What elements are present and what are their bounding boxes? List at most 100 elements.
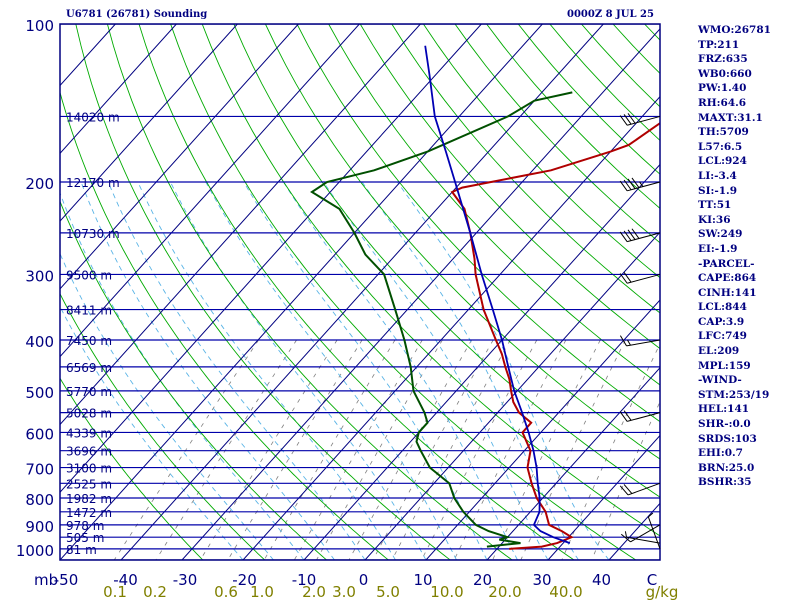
mixing-ratio-line bbox=[348, 339, 472, 560]
mixing-ratio-line bbox=[293, 339, 423, 560]
plot-area bbox=[0, 24, 660, 560]
isotherm bbox=[486, 367, 660, 560]
station-title: U6781 (26781) Sounding bbox=[66, 9, 208, 20]
moist-adiabat bbox=[397, 181, 610, 560]
moist-adiabat bbox=[60, 252, 274, 560]
temperature-tick-label: C bbox=[647, 571, 657, 589]
mixing-ratio-line bbox=[372, 339, 494, 560]
mixing-ratio-label: 0.1 bbox=[103, 583, 127, 600]
dry-adiabat bbox=[359, 24, 660, 350]
pressure-tick-label: 700 bbox=[25, 461, 54, 479]
wind-barb bbox=[620, 524, 661, 543]
isotherm bbox=[120, 24, 604, 560]
index-item: LCL:924 bbox=[698, 155, 747, 168]
index-item: FRZ:635 bbox=[698, 53, 748, 66]
height-label: 14020 m bbox=[66, 110, 120, 124]
mixing-ratio-label: 0.2 bbox=[143, 583, 167, 600]
dry-adiabat bbox=[60, 200, 327, 560]
mixing-ratio-label: 20.0 bbox=[488, 583, 521, 600]
dry-adiabat bbox=[454, 24, 660, 244]
index-item: EHI:0.7 bbox=[698, 447, 743, 460]
dry-adiabat bbox=[423, 24, 660, 279]
dry-adiabat bbox=[60, 377, 204, 560]
temperature-tick-label: -50 bbox=[54, 571, 79, 589]
temperature-tick-label: -10 bbox=[292, 571, 317, 589]
wind-barb-flag bbox=[631, 177, 640, 188]
height-label: 81 m bbox=[66, 543, 97, 557]
index-item: -WIND- bbox=[698, 374, 742, 387]
height-label: 3100 m bbox=[66, 462, 112, 476]
moist-adiabat bbox=[361, 181, 579, 560]
wind-barb-flag bbox=[648, 512, 654, 518]
wind-barb-staff bbox=[627, 412, 661, 422]
temperature-tick-label: -30 bbox=[173, 571, 198, 589]
index-item: SHR-:0.0 bbox=[698, 418, 751, 431]
mixing-ratio-line bbox=[453, 339, 567, 560]
temperature-tick-label: 40 bbox=[592, 571, 611, 589]
indices-panel: WMO:26781 TP:211 FRZ:635 WB0:660 PW:1.40 RH:6… bbox=[698, 23, 800, 490]
pressure-tick-label: 200 bbox=[25, 175, 54, 193]
isotherm bbox=[60, 24, 482, 493]
temperature-profile bbox=[450, 121, 660, 550]
mixing-ratio-line bbox=[316, 339, 443, 560]
height-label: 9500 m bbox=[66, 268, 112, 282]
height-label: 12170 m bbox=[66, 176, 120, 190]
isotherm bbox=[60, 24, 238, 222]
wind-barb bbox=[619, 228, 661, 243]
index-item: TP:211 bbox=[698, 38, 740, 51]
wind-barb-flag bbox=[620, 533, 631, 543]
index-item: CAP:3.9 bbox=[698, 315, 745, 328]
wind-barb-staff bbox=[627, 482, 661, 496]
index-item: EI:-1.9 bbox=[698, 242, 738, 255]
mixing-ratio-line bbox=[263, 339, 396, 560]
index-item: -PARCEL- bbox=[698, 257, 755, 270]
index-item: STM:253/19 bbox=[698, 388, 770, 401]
height-label: 7450 m bbox=[66, 334, 112, 348]
mixing-ratio-line bbox=[155, 339, 297, 560]
pressure-tick-label: 400 bbox=[25, 333, 54, 351]
wind-barb-flag bbox=[619, 335, 627, 347]
mixing-ratio-unit: g/kg bbox=[646, 583, 679, 600]
height-label: 978 m bbox=[66, 519, 104, 533]
wind-barb-flag bbox=[627, 339, 631, 346]
pressure-tick-label: 300 bbox=[25, 267, 54, 285]
temperature-tick-label: -20 bbox=[232, 571, 257, 589]
index-item: SW:249 bbox=[698, 228, 743, 241]
wind-barb-flag bbox=[623, 484, 633, 494]
temperature-tick-label: 10 bbox=[413, 571, 432, 589]
dry-adiabat bbox=[233, 24, 660, 498]
dry-adiabat bbox=[328, 24, 660, 386]
index-item: TT:51 bbox=[698, 199, 732, 212]
index-item: TH:5709 bbox=[698, 126, 749, 139]
pressure-tick-label: 600 bbox=[25, 425, 54, 443]
temperature-tick-label: 20 bbox=[473, 571, 492, 589]
wind-barb-flag bbox=[619, 485, 629, 496]
index-item: L57:6.5 bbox=[698, 140, 743, 153]
mixing-ratio-label: 5.0 bbox=[376, 583, 400, 600]
wind-barb-flag bbox=[631, 228, 640, 239]
wind-barb bbox=[619, 177, 661, 192]
index-item: PW:1.40 bbox=[698, 82, 747, 95]
isotherm bbox=[0, 24, 54, 560]
parcel-profile bbox=[424, 45, 571, 544]
isotherm bbox=[242, 95, 660, 560]
wind-barb-flag bbox=[627, 113, 636, 124]
wind-barb-flag bbox=[623, 230, 632, 241]
isotherm bbox=[303, 163, 660, 560]
index-item: KI:36 bbox=[698, 213, 731, 226]
isotherm bbox=[60, 24, 543, 560]
mixing-ratio-line bbox=[199, 339, 338, 560]
wind-barb-staff bbox=[627, 273, 661, 284]
dry-adiabat bbox=[75, 24, 451, 560]
plot-frame bbox=[59, 23, 661, 561]
wind-barb-flag bbox=[623, 410, 632, 421]
mixing-ratio-line bbox=[421, 339, 538, 560]
mixing-ratio-line bbox=[520, 339, 626, 560]
isotherm bbox=[60, 24, 360, 358]
temperature-tick-label: 30 bbox=[532, 571, 551, 589]
dry-adiabat bbox=[106, 24, 513, 560]
pressure-unit: mb bbox=[34, 571, 58, 589]
moist-adiabat bbox=[107, 181, 366, 560]
mixing-ratio-label: 40.0 bbox=[549, 583, 582, 600]
wind-barb-flag bbox=[627, 229, 636, 240]
